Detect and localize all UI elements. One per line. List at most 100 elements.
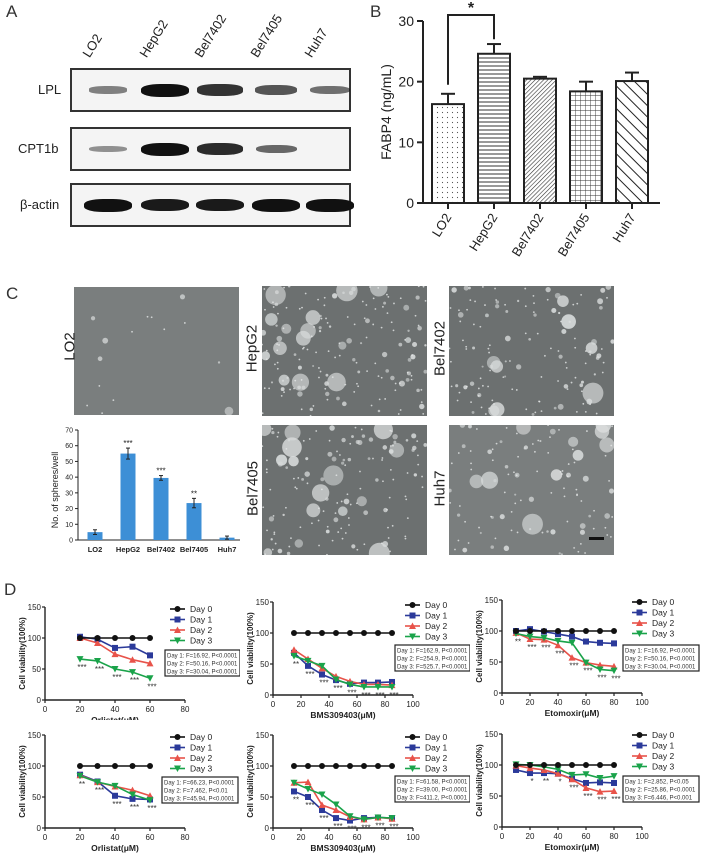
svg-text:60: 60 — [353, 833, 362, 842]
blot-lane-label: HepG2 — [136, 17, 171, 61]
svg-text:Day 2: Day 2 — [425, 753, 447, 763]
svg-text:Day 2: F=50.16, P<0.0001: Day 2: F=50.16, P<0.0001 — [167, 662, 238, 668]
svg-text:Day 2: Day 2 — [190, 753, 212, 763]
svg-text:0: 0 — [43, 833, 48, 842]
blot-row-label: β-actin — [20, 197, 60, 212]
blot-lane-label: Bel7405 — [247, 11, 286, 60]
svg-text:Etomoxir(μM): Etomoxir(μM) — [545, 708, 600, 718]
svg-text:HepG2: HepG2 — [116, 545, 140, 554]
svg-text:Day 3: F=411.2, P<0.0001: Day 3: F=411.2, P<0.0001 — [397, 796, 468, 802]
orlistat-viability-chart-1: 0 50 100 150 0 20 40 60 80 Orlistat(μM) Cell viabi… — [18, 603, 240, 720]
svg-text:Day 1: Day 1 — [190, 743, 212, 753]
sphere-image-huh7 — [449, 425, 614, 555]
svg-text:50: 50 — [260, 793, 269, 802]
svg-text:20: 20 — [526, 698, 535, 707]
svg-text:***: *** — [361, 691, 370, 700]
blot-band — [89, 145, 127, 153]
svg-text:No. of spheres/well: No. of spheres/well — [50, 452, 60, 529]
svg-text:Day 0: Day 0 — [190, 604, 212, 614]
svg-text:60: 60 — [146, 705, 155, 714]
bms309403-viability-chart-2: 0 50 100 150 0 20 40 60 80 100 BMS309403(μM) Cell v… — [246, 731, 470, 853]
series-day-3 — [290, 652, 396, 691]
svg-text:***: *** — [569, 662, 578, 671]
svg-text:70: 70 — [65, 428, 73, 435]
svg-text:Day 2: F=7.462, P<0.01: Day 2: F=7.462, P<0.01 — [164, 789, 228, 795]
svg-text:150: 150 — [28, 603, 42, 612]
svg-text:Day 1: F=162.9, P<0.0001: Day 1: F=162.9, P<0.0001 — [397, 649, 468, 655]
sphere-image-bel7405 — [262, 425, 427, 555]
series-day-3 — [76, 656, 154, 682]
svg-text:60: 60 — [353, 700, 362, 709]
svg-text:50: 50 — [260, 660, 269, 669]
blot-band — [254, 85, 298, 95]
svg-text:Day 1: F=66.23, P<0.0001: Day 1: F=66.23, P<0.0001 — [164, 781, 235, 787]
svg-text:20: 20 — [398, 74, 414, 90]
svg-text:Cell viability(100%): Cell viability(100%) — [18, 617, 27, 690]
svg-text:***: *** — [527, 643, 536, 652]
blot-band — [141, 198, 189, 212]
svg-text:Bel7405: Bel7405 — [555, 211, 593, 259]
svg-text:***: *** — [147, 682, 156, 691]
svg-text:***: *** — [389, 691, 398, 700]
svg-text:Day 1: Day 1 — [652, 608, 674, 618]
svg-text:BMS309403(μM): BMS309403(μM) — [310, 710, 375, 720]
svg-text:150: 150 — [256, 598, 270, 607]
svg-text:***: *** — [389, 823, 398, 832]
svg-text:80: 80 — [381, 833, 390, 842]
svg-text:***: *** — [583, 792, 592, 801]
series-day-0 — [291, 763, 395, 769]
sphere-image-hepg2 — [262, 286, 427, 416]
svg-text:50: 50 — [489, 792, 498, 801]
svg-text:10: 10 — [398, 134, 414, 150]
svg-text:Day 2: F=50.16, P<0.0001: Day 2: F=50.16, P<0.0001 — [625, 657, 696, 663]
svg-text:**: ** — [293, 660, 299, 669]
svg-text:Huh7: Huh7 — [218, 545, 237, 554]
blot-lane-label: LO2 — [79, 31, 106, 60]
svg-text:***: *** — [347, 688, 356, 697]
bms309403-viability-chart-1: 0 50 100 150 0 20 40 60 80 100 BMS309403(μM) Cell v… — [246, 598, 470, 720]
etomoxir-viability-chart-1: 0 50 100 150 0 20 40 60 80 100 Etomoxir(μM) Cell vi… — [475, 596, 700, 718]
svg-text:0: 0 — [43, 705, 48, 714]
svg-text:100: 100 — [406, 833, 420, 842]
svg-text:100: 100 — [635, 698, 649, 707]
svg-text:Day 3: F=45.94, P<0.0001: Day 3: F=45.94, P<0.0001 — [164, 797, 235, 803]
svg-text:60: 60 — [65, 443, 73, 450]
svg-text:Bel7402: Bel7402 — [509, 211, 547, 259]
svg-text:***: *** — [147, 804, 156, 813]
blot-row-2 — [70, 127, 351, 171]
svg-text:50: 50 — [32, 665, 41, 674]
sphere-label-huh7: Huh7 — [431, 470, 449, 507]
svg-text:***: *** — [156, 467, 165, 476]
svg-text:Cell viability(100%): Cell viability(100%) — [246, 612, 255, 685]
svg-text:Day 2: Day 2 — [425, 621, 447, 631]
sphere-image-lo2 — [74, 287, 239, 415]
series-day-3 — [290, 779, 396, 823]
svg-text:50: 50 — [65, 459, 73, 466]
svg-text:30: 30 — [65, 490, 73, 497]
series-day-3 — [512, 630, 618, 675]
svg-text:BMS309403(μM): BMS309403(μM) — [310, 843, 375, 853]
svg-text:***: *** — [130, 676, 139, 685]
svg-text:Day 1: Day 1 — [425, 611, 447, 621]
svg-text:100: 100 — [256, 762, 270, 771]
svg-text:Day 3: F=30.04, P<0.0001: Day 3: F=30.04, P<0.0001 — [625, 665, 696, 671]
svg-text:Etomoxir(μM): Etomoxir(μM) — [545, 842, 600, 852]
svg-text:Cell viability(100%): Cell viability(100%) — [18, 745, 27, 818]
blot-band — [197, 84, 243, 96]
svg-text:60: 60 — [582, 832, 591, 841]
svg-text:HepG2: HepG2 — [466, 211, 501, 254]
svg-text:Huh7: Huh7 — [609, 211, 638, 245]
svg-text:***: *** — [583, 667, 592, 676]
svg-text:20: 20 — [297, 700, 306, 709]
panel-d-letter: D — [4, 580, 17, 599]
svg-text:*: * — [558, 778, 561, 787]
svg-text:***: *** — [305, 801, 314, 810]
svg-text:80: 80 — [181, 705, 190, 714]
svg-text:40: 40 — [111, 705, 120, 714]
svg-text:Day 3: Day 3 — [190, 764, 212, 774]
svg-text:***: *** — [130, 803, 139, 812]
series-day-0 — [513, 628, 617, 634]
svg-text:***: *** — [569, 783, 578, 792]
svg-text:Day 3: Day 3 — [190, 636, 212, 646]
